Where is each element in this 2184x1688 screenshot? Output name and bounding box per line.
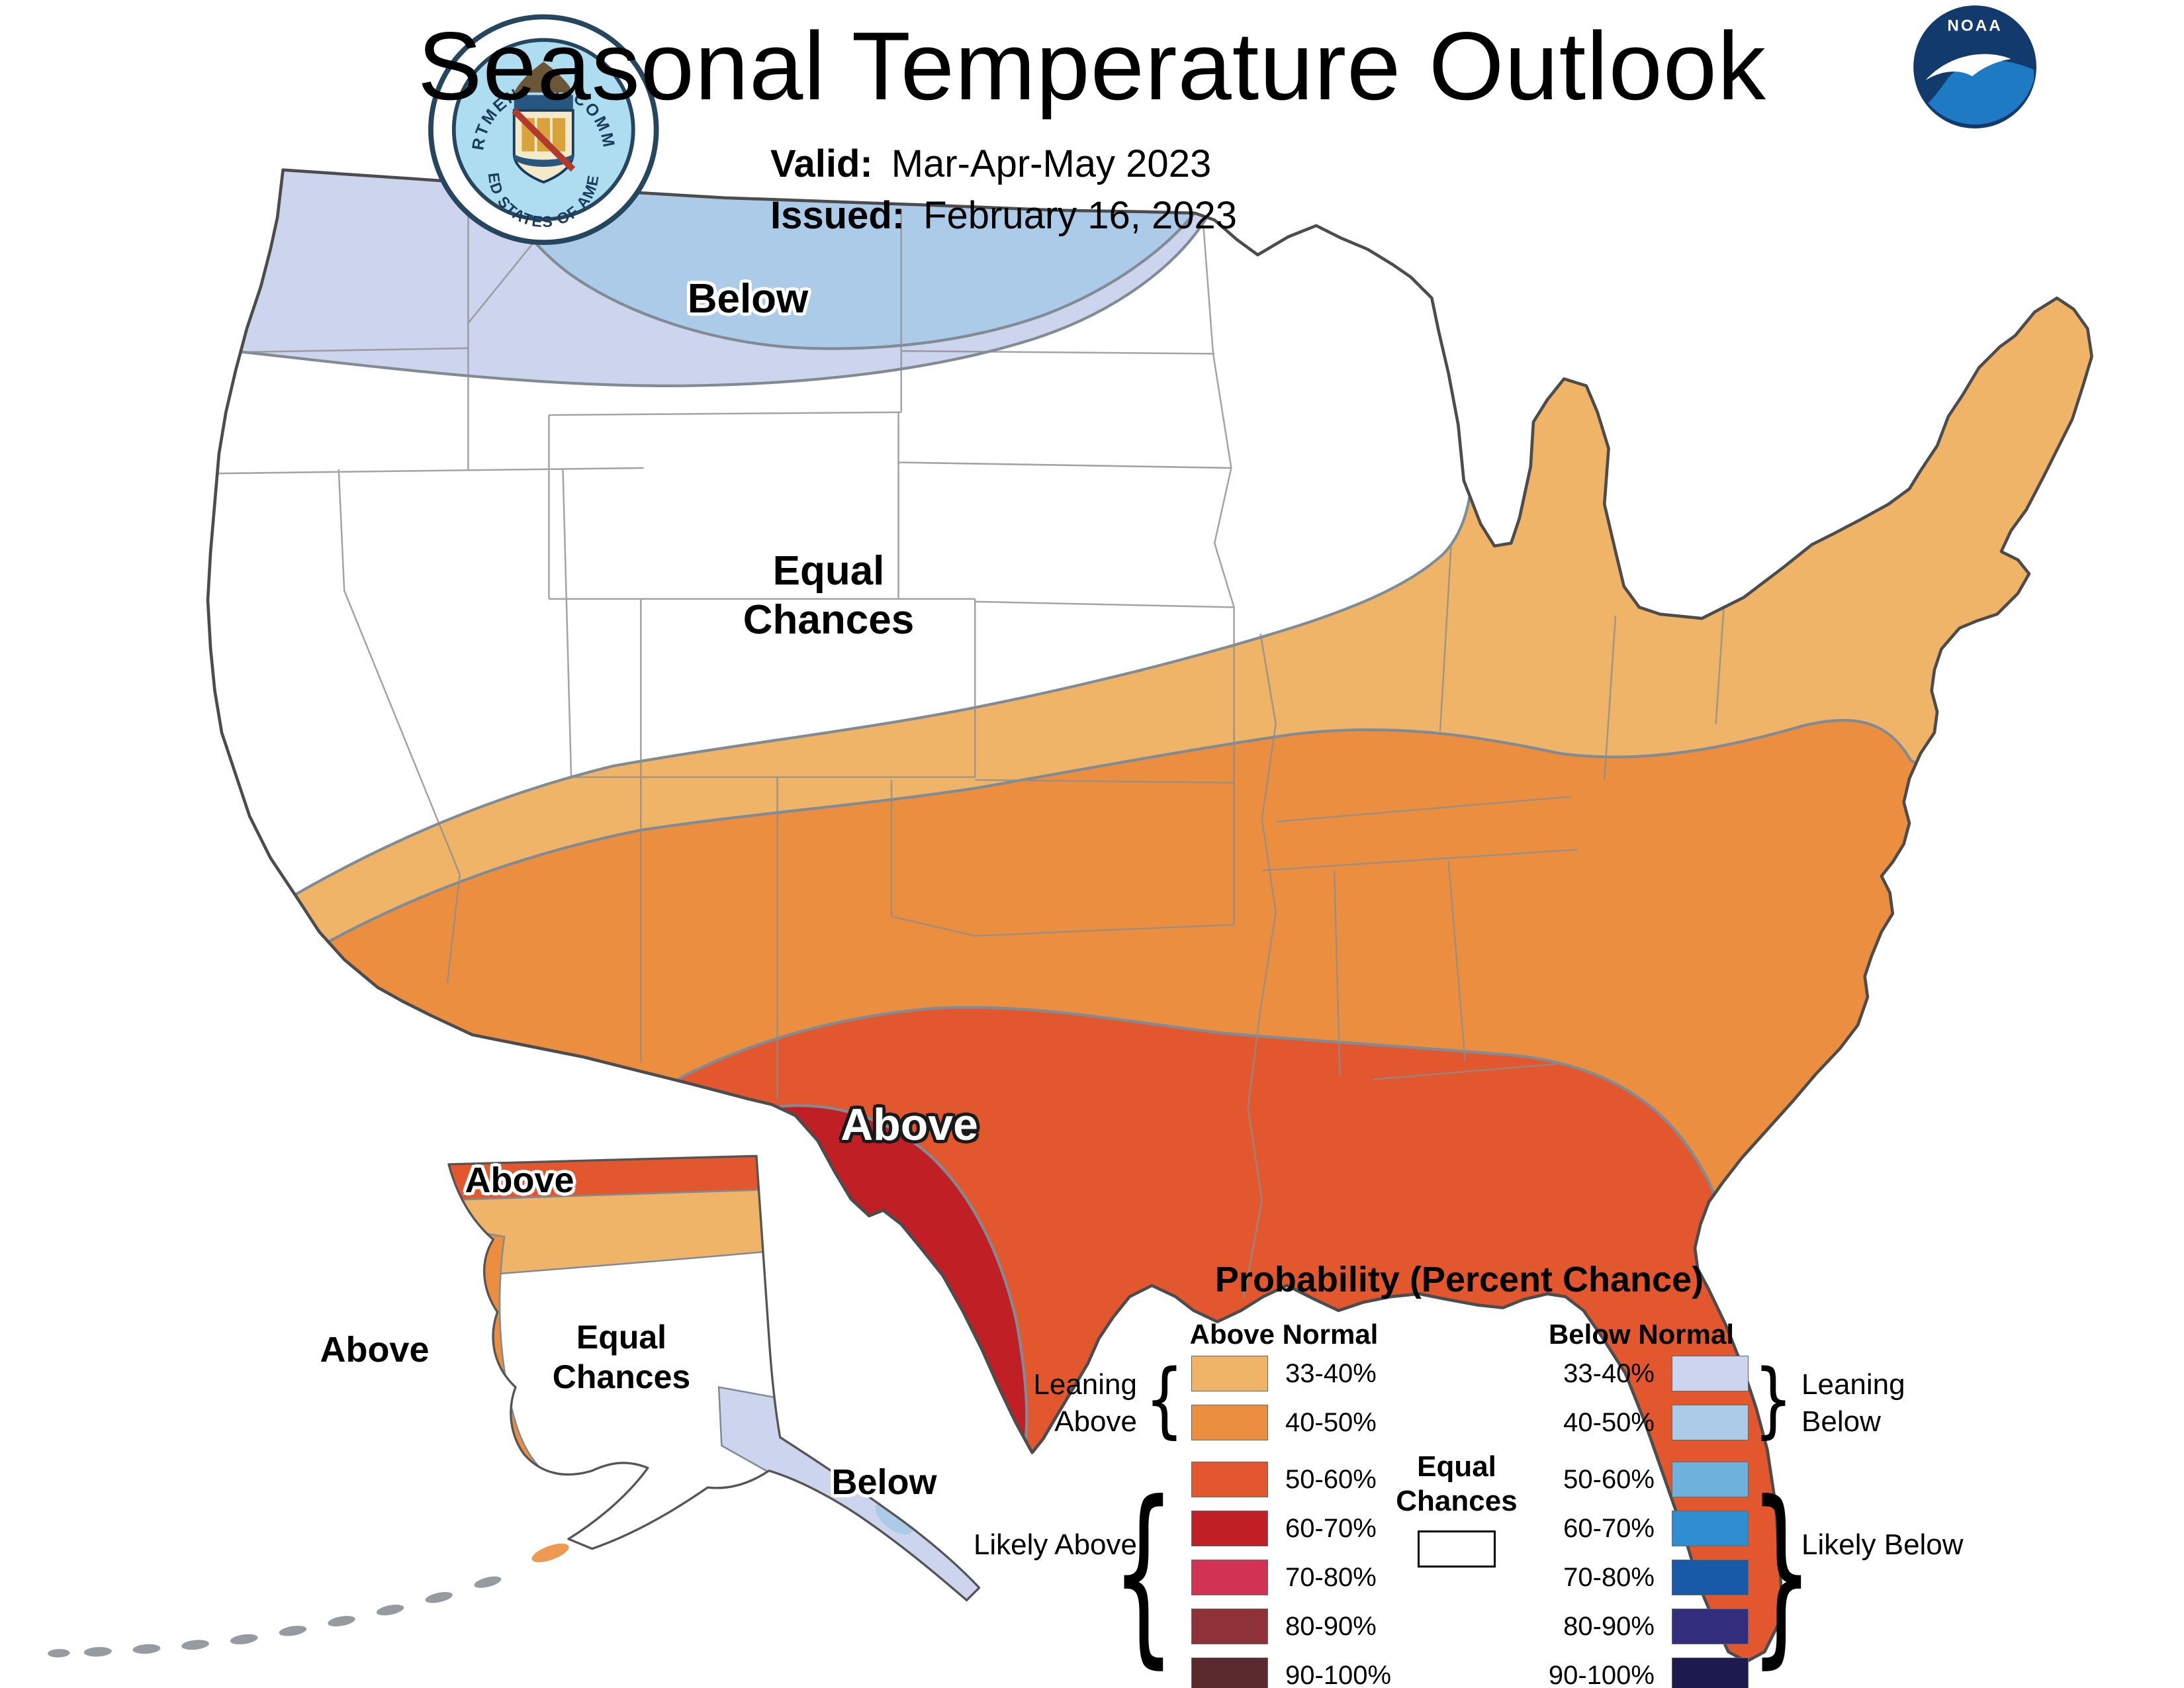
page-title: Seasonal Temperature Outlook [417,12,1767,120]
aleutian-islands [48,1543,569,1658]
legend-title: Probability (Percent Chance) [1214,1260,1704,1299]
legend-row-below-80-90: 80-90% [1516,1609,1749,1644]
legend-row-above-33-40: 33-40% [1191,1356,1391,1391]
range-label: 40-50% [1563,1407,1655,1437]
swatch-below-60-70 [1672,1511,1749,1546]
legend-row-below-60-70: 60-70% [1516,1511,1749,1546]
legend-row-below-50-60: 50-60% [1516,1462,1749,1497]
valid-line: Valid: Mar-Apr-May 2023 [770,142,1211,186]
issued-line: Issued: February 16, 2023 [770,193,1237,238]
legend-equal-chances-label: Equal Chances [1396,1450,1518,1517]
brace-open-glyph: { [1111,1460,1176,1685]
swatch-above-50-60 [1191,1462,1268,1497]
legend-row-above-60-70: 60-70% [1191,1511,1391,1546]
legend-row-above-90-100: 90-100% [1191,1658,1391,1688]
leaning-above-brace: { [1141,1350,1187,1450]
legend-row-below-70-80: 70-80% [1516,1560,1749,1595]
range-label: 80-90% [1285,1611,1377,1641]
legend-row-below-40-50: 40-50% [1516,1405,1749,1440]
brace-open-glyph: { [1144,1352,1184,1448]
legend-row-above-70-80: 70-80% [1191,1560,1391,1595]
noaa-logo: NOAA [1913,5,2036,129]
doc-seal-emblem [512,62,576,184]
map-label-below-north: Below [687,276,809,322]
swatch-below-33-40 [1672,1356,1749,1391]
legend-row-above-40-50: 40-50% [1191,1405,1391,1440]
map-label-ak-below: Below [831,1462,937,1502]
noaa-logo-text: NOAA [1947,17,2002,35]
legend-leaning-below-label: Leaning Below [1801,1368,1905,1438]
map-label-ak-equal-chances: Equal Chances [552,1319,691,1395]
legend-row-below-90-100: 90-100% [1516,1658,1749,1688]
range-label: 80-90% [1563,1611,1655,1641]
map-label-above-south: Above [841,1100,978,1150]
legend-above-column: 33-40% 40-50% 50-60% 60-70% 70-80% 80-90… [1191,1356,1391,1688]
swatch-above-60-70 [1191,1511,1268,1546]
swatch-above-70-80 [1191,1560,1268,1595]
legend-likely-above-label: Likely Above [973,1528,1137,1561]
swatch-above-80-90 [1191,1609,1268,1644]
likely-above-brace: { [1112,1447,1176,1688]
conus-outline [206,168,2093,1664]
range-label: 33-40% [1285,1358,1377,1388]
range-label: 90-100% [1285,1660,1392,1688]
likely-below-brace: } [1750,1447,1814,1688]
swatch-above-90-100 [1191,1658,1268,1688]
range-label: 60-70% [1285,1513,1377,1543]
swatch-above-33-40 [1191,1356,1268,1391]
swatch-below-70-80 [1672,1560,1749,1595]
swatch-above-40-50 [1191,1405,1268,1440]
brace-close-glyph: } [1753,1352,1793,1448]
valid-label: Valid: [770,142,873,185]
swatch-below-40-50 [1672,1405,1749,1440]
legend-below-column: 33-40% 40-50% 50-60% 60-70% 70-80% 80-90… [1516,1356,1749,1688]
map-label-ak-above-west: Above [320,1330,430,1370]
swatch-below-50-60 [1672,1462,1749,1497]
legend-leaning-above-label: Leaning Above [1033,1368,1137,1438]
swatch-below-90-100 [1672,1658,1749,1688]
swatch-below-80-90 [1672,1609,1749,1644]
issued-label: Issued: [770,194,905,237]
range-label: 70-80% [1563,1562,1655,1592]
range-label: 60-70% [1563,1513,1655,1543]
range-label: 50-60% [1563,1464,1655,1494]
range-label: 70-80% [1285,1562,1377,1592]
range-label: 90-100% [1548,1660,1655,1688]
legend-below-header: Below Normal [1548,1319,1735,1350]
legend-above-header: Above Normal [1189,1319,1379,1350]
state-boundaries [212,206,1725,1299]
noaa-logo-sea [1928,60,2034,125]
valid-value: Mar-Apr-May 2023 [891,142,1212,185]
noaa-logo-bird-icon [1925,54,2011,81]
brace-close-glyph: } [1749,1460,1814,1685]
map-label-equal-chances: Equal Chances [743,548,915,643]
map-label-ak-above-north: Above [465,1160,574,1200]
range-label: 33-40% [1563,1358,1655,1388]
range-label: 40-50% [1285,1407,1377,1437]
leaning-below-brace: } [1750,1350,1796,1450]
ak-zone-below-40-50 [875,1501,913,1534]
legend-row-below-33-40: 33-40% [1516,1356,1749,1391]
alaska-inset [48,1154,981,1658]
alaska-outline [447,1154,981,1602]
range-label: 50-60% [1285,1464,1377,1494]
legend-equal-chances-swatch [1418,1530,1496,1568]
legend-row-above-50-60: 50-60% [1191,1462,1391,1497]
issued-value: February 16, 2023 [923,194,1238,237]
legend-likely-below-label: Likely Below [1801,1528,1964,1561]
legend-row-above-80-90: 80-90% [1191,1609,1391,1644]
